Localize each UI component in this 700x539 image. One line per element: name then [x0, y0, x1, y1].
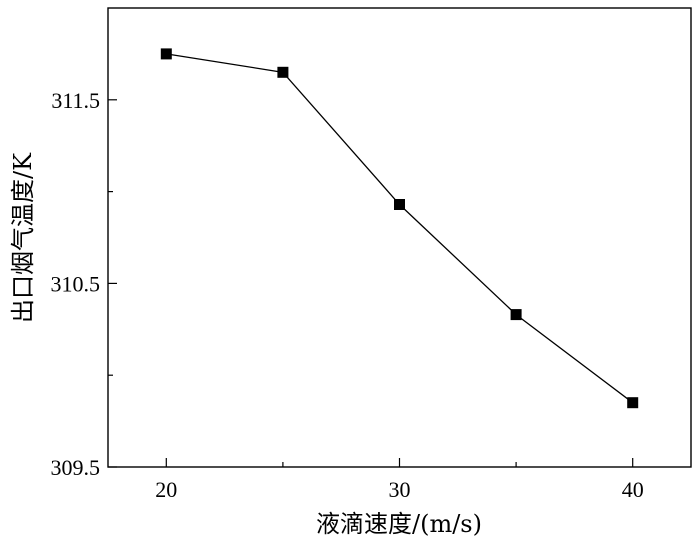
data-point: [394, 199, 405, 210]
data-point: [627, 397, 639, 409]
x-tick-label: 20: [155, 477, 177, 502]
ticks: 20 30 40 309.5 310.5 311.5: [51, 88, 644, 502]
y-tick-label: 311.5: [51, 88, 100, 113]
x-tick-label: 40: [622, 477, 644, 502]
data-point: [160, 48, 172, 60]
plot-area: [160, 48, 639, 409]
data-point: [277, 66, 289, 78]
plot-frame: [107, 7, 692, 468]
y-tick-label: 310.5: [51, 271, 101, 296]
y-tick-label: 309.5: [51, 455, 101, 480]
y-axis-label: 出口烟气温度/K: [9, 152, 37, 323]
axes: [107, 7, 692, 468]
x-tick-label: 30: [389, 477, 411, 502]
data-point: [510, 309, 522, 321]
x-axis-label: 液滴速度/(m/s): [316, 510, 482, 538]
series-line: [166, 53, 634, 404]
